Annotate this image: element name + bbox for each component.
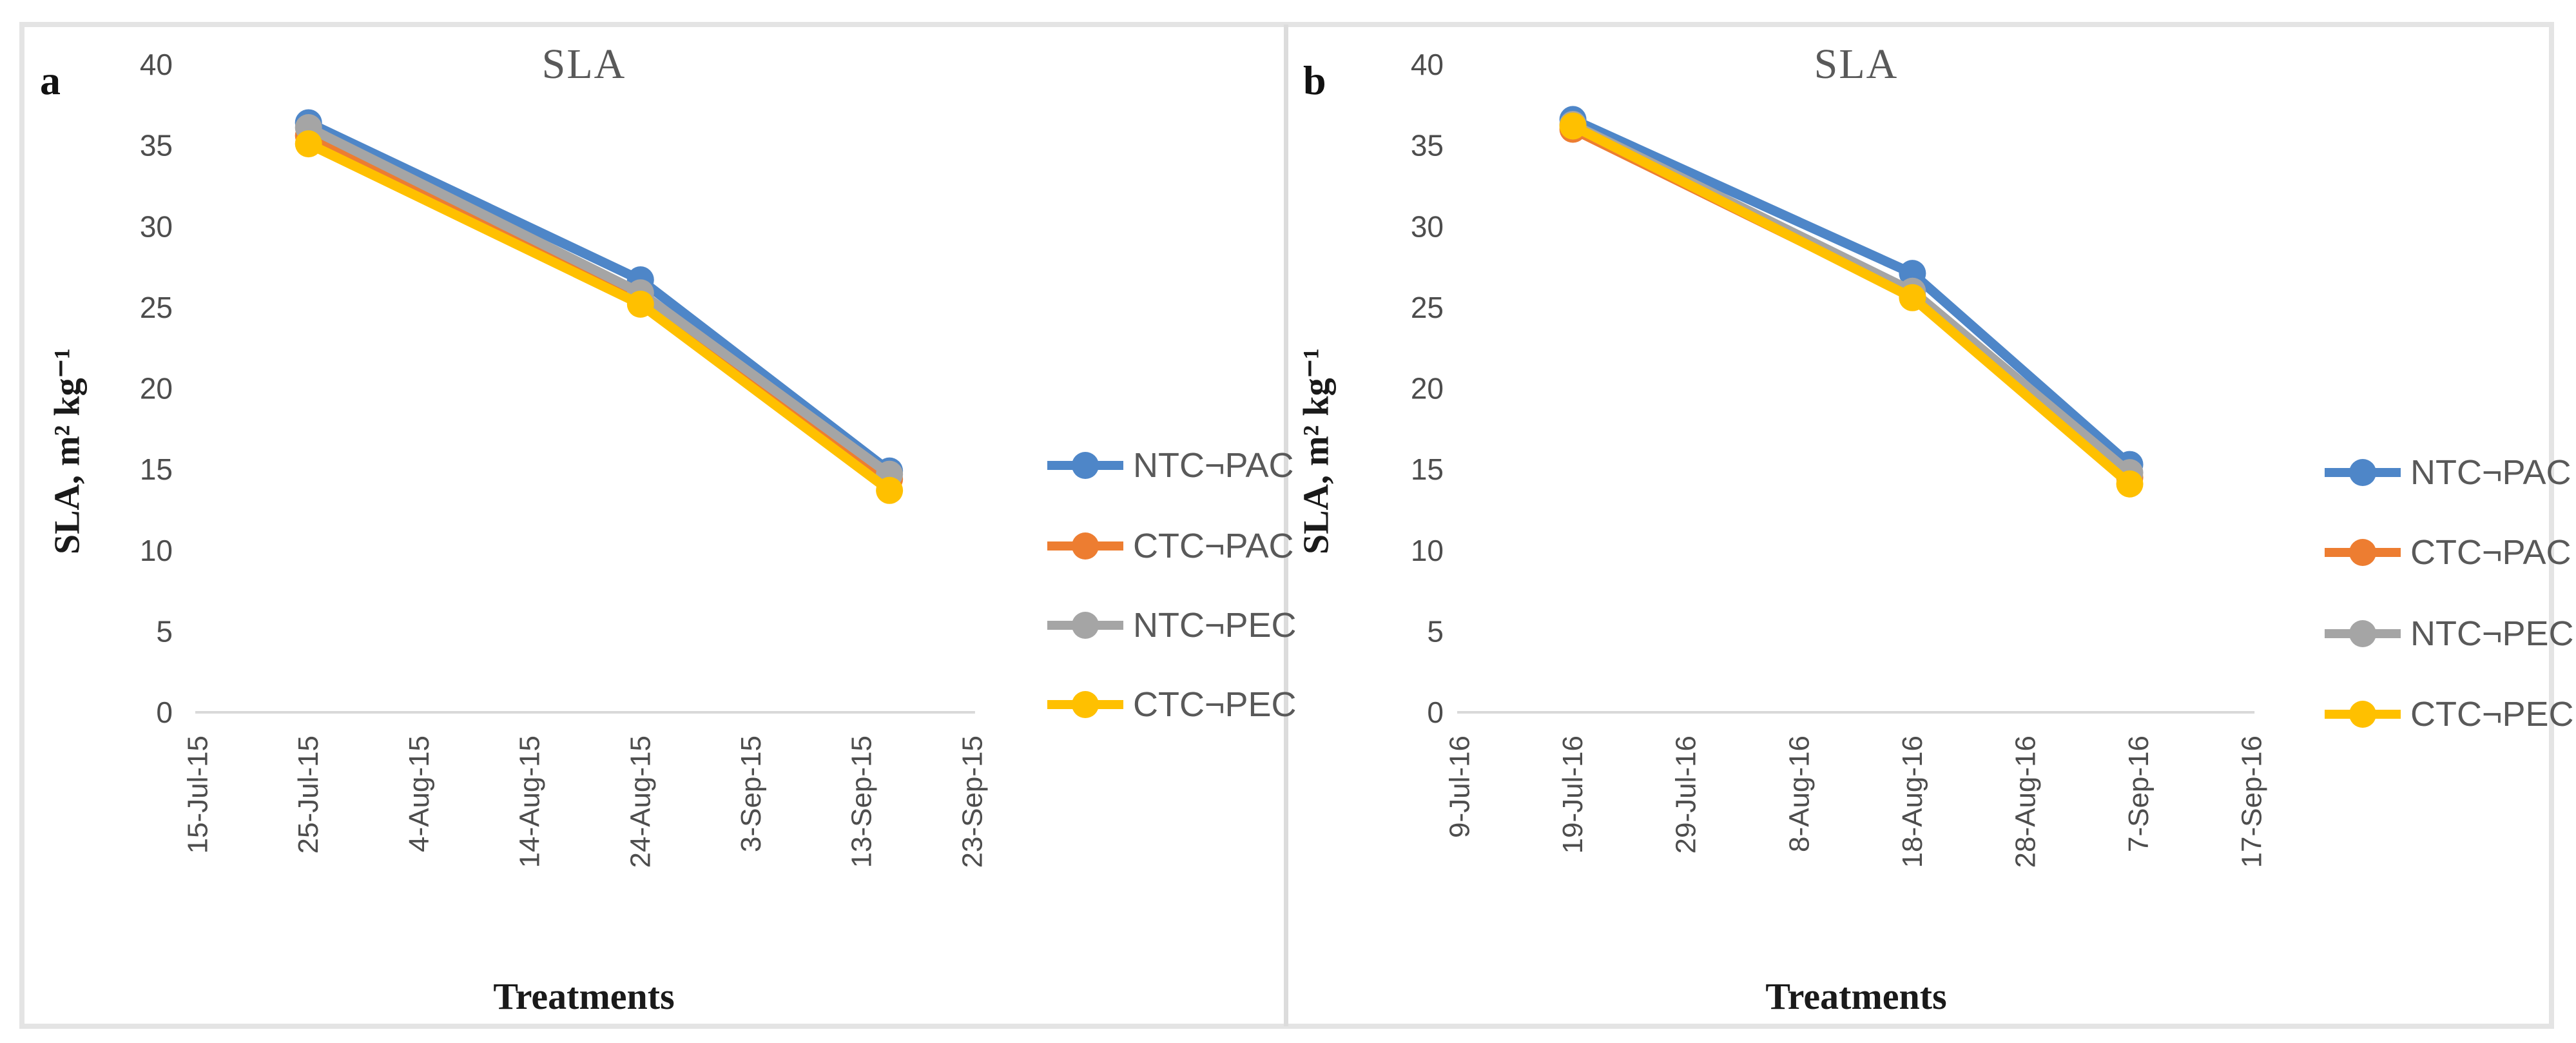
panel-b-x-tick-4: 18-Aug-16 — [1897, 736, 1928, 868]
panel-divider — [1284, 24, 1288, 1026]
panel-a-chart-title: SLA — [541, 41, 626, 88]
panel-a-legend-ctc-pac-marker — [1072, 532, 1099, 560]
panel-a-series-ctc-pec-marker-1 — [626, 290, 654, 318]
panel-a-x-axis-title: Treatments — [493, 975, 675, 1017]
panel-a-series-ctc-pec-line — [304, 139, 895, 496]
panel-b-x-axis-title: Treatments — [1765, 975, 1947, 1017]
panel-b-legend-ctc-pac-marker — [2349, 539, 2376, 566]
panel-b-legend-ntc-pac-marker — [2349, 459, 2376, 486]
panel-b-chart-title: SLA — [1814, 41, 1899, 88]
panel-b-series-ntc-pec-line — [1568, 119, 2135, 478]
panel-b-x-tick-6: 7-Sep-16 — [2123, 736, 2155, 852]
panel-b-series-ctc-pec-line — [1568, 121, 2135, 489]
panel-b-legend-ntc-pec-marker — [2349, 620, 2376, 647]
panel-a-x-tick-2: 4-Aug-15 — [403, 736, 435, 852]
panel-a-legend-ntc-pac-marker — [1072, 452, 1099, 479]
panel-b-y-tick-8: 0 — [1427, 696, 1444, 729]
panel-a-series-ctc-pec-marker-0 — [295, 130, 322, 158]
panel-a-x-tick-5: 3-Sep-15 — [735, 736, 767, 852]
panel-b-x-tick-5: 28-Aug-16 — [2010, 736, 2042, 868]
panel-a-legend-ctc-pec-label: CTC¬PEC — [1133, 685, 1297, 724]
panel-a-y-tick-7: 5 — [156, 614, 173, 648]
panel-a-legend-ntc-pac-label: NTC¬PAC — [1133, 446, 1294, 485]
panel-a-x-tick-4: 24-Aug-15 — [625, 736, 656, 868]
panel-a-series-ctc-pec-marker-2 — [876, 476, 904, 504]
panel-b-y-tick-3: 25 — [1411, 291, 1444, 324]
panel-b-y-axis-title: SLA, m² kg⁻¹ — [1296, 348, 1337, 554]
panel-b-y-tick-7: 5 — [1427, 614, 1444, 648]
panel-b-y-tick-6: 10 — [1411, 534, 1444, 567]
panel-b-series-ctc-pec-marker-1 — [1899, 284, 1926, 311]
panel-b-x-tick-7: 17-Sep-16 — [2236, 736, 2268, 868]
panel-a-letter: a — [40, 57, 61, 103]
panel-b-series-ctc-pec-marker-0 — [1559, 112, 1587, 140]
panel-b-x-tick-0: 9-Jul-16 — [1444, 736, 1476, 838]
panel-a-y-tick-0: 40 — [140, 48, 173, 81]
panel-b-legend-ctc-pac-label: CTC¬PAC — [2410, 533, 2571, 572]
panel-a-y-tick-2: 30 — [140, 210, 173, 243]
panel-b-legend-ctc-pec-marker — [2349, 701, 2376, 728]
panel-a-y-tick-6: 10 — [140, 534, 173, 567]
panel-a-y-tick-3: 25 — [140, 291, 173, 324]
panel-a-y-tick-4: 20 — [140, 372, 173, 405]
panel-a-y-tick-8: 0 — [156, 696, 173, 729]
panel-a-x-tick-6: 13-Sep-15 — [846, 736, 878, 868]
panel-b-series-ctc-pac-line — [1568, 124, 2135, 483]
panel-b-x-tick-2: 29-Jul-16 — [1671, 736, 1702, 853]
panel-b-y-tick-4: 20 — [1411, 372, 1444, 405]
panel-a-x-tick-7: 23-Sep-15 — [956, 736, 988, 868]
panel-a-y-tick-1: 35 — [140, 129, 173, 162]
panel-a-y-tick-5: 15 — [140, 453, 173, 486]
panel-b-letter: b — [1303, 57, 1326, 103]
panel-a-y-axis-title: SLA, m² kg⁻¹ — [47, 348, 88, 554]
panel-b-y-tick-2: 30 — [1411, 210, 1444, 243]
panel-b-y-tick-5: 15 — [1411, 453, 1444, 486]
panel-b-x-tick-1: 19-Jul-16 — [1557, 736, 1589, 853]
panel-b-legend-ctc-pec-label: CTC¬PEC — [2410, 695, 2574, 734]
panel-b-legend-ntc-pec-label: NTC¬PEC — [2410, 614, 2574, 653]
panel-a-legend-ctc-pac-label: CTC¬PAC — [1133, 527, 1294, 565]
panel-a-legend-ntc-pec-label: NTC¬PEC — [1133, 606, 1297, 645]
panel-b-legend-ntc-pac-label: NTC¬PAC — [2410, 453, 2571, 492]
panel-a-x-tick-3: 14-Aug-15 — [514, 736, 546, 868]
panel-a-legend-ntc-pec-marker — [1072, 612, 1099, 639]
panel-a-legend-ctc-pec-marker — [1072, 691, 1099, 718]
panel-b-y-tick-0: 40 — [1411, 48, 1444, 81]
panel-b-series-ctc-pec-marker-2 — [2116, 470, 2144, 498]
panel-a-x-tick-0: 15-Jul-15 — [182, 736, 214, 853]
panel-a-x-tick-1: 25-Jul-15 — [293, 736, 324, 853]
panel-b-y-tick-1: 35 — [1411, 129, 1444, 162]
panel-b-x-tick-3: 8-Aug-16 — [1783, 736, 1815, 852]
